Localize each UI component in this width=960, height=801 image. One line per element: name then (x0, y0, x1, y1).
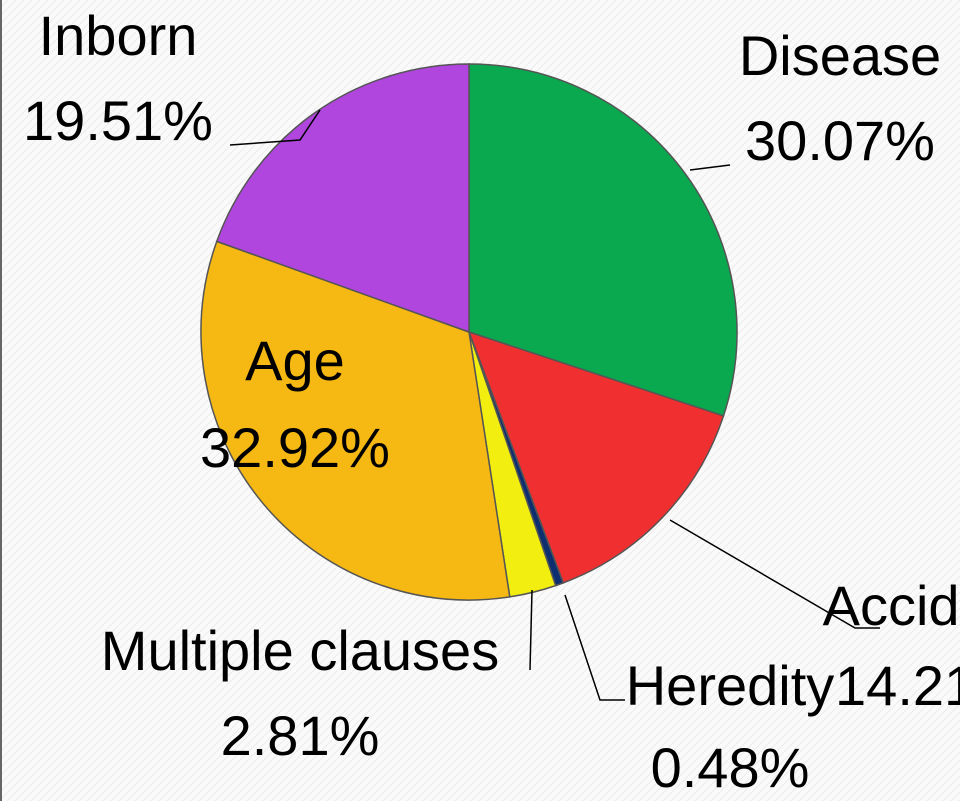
leader-line (529, 589, 533, 671)
slice-label: Disease (739, 24, 941, 87)
slice-value-label: 0.48% (651, 736, 810, 799)
slice-value-label: 2.81% (221, 704, 380, 767)
slice-label: Multiple clauses (101, 619, 499, 682)
slice-label: Accident (823, 574, 960, 637)
pie-slice (200, 240, 511, 601)
slice-label: Age (245, 329, 345, 392)
pie-slice (467, 330, 725, 584)
slice-value-label: 32.92% (200, 416, 390, 479)
pie (200, 63, 738, 601)
labels: Disease 30.07% Accident 14.21%Heredity 0.48%… (23, 4, 960, 799)
slice-value-label: 30.07% (745, 109, 935, 172)
slice-value-label: 19.51% (23, 89, 213, 152)
pie-slice (468, 63, 738, 417)
slice-label: Heredity (626, 654, 835, 717)
leader-line (689, 164, 731, 171)
leader-line (229, 109, 321, 146)
slice-value-label: 14.21% (835, 654, 960, 717)
pie-slice (215, 63, 470, 334)
leader-line (564, 594, 625, 701)
leader-line (669, 519, 880, 629)
slice-label: Inborn (39, 4, 198, 67)
